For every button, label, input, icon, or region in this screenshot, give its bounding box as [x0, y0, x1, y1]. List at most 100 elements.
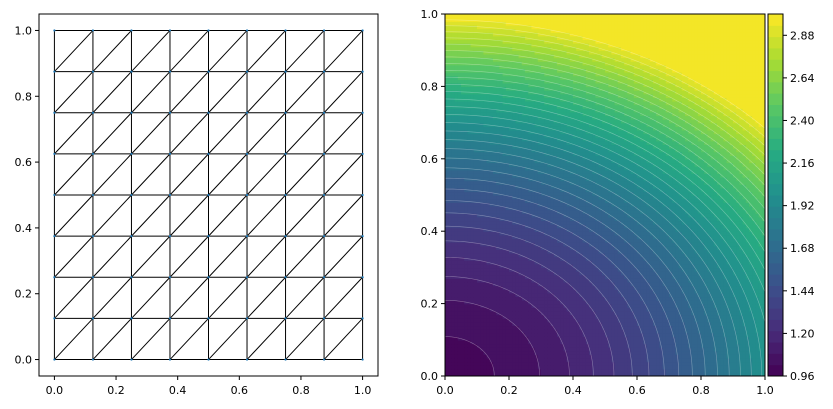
contour-cell: [502, 249, 507, 254]
contour-cell: [451, 42, 456, 48]
contour-cell: [461, 245, 465, 250]
contour-cell: [579, 151, 584, 156]
contour-cell: [512, 28, 517, 33]
contour-cell: [502, 303, 507, 308]
contour-cell: [563, 195, 568, 200]
contour-cell: [518, 71, 523, 77]
contour-cell: [585, 137, 590, 142]
contour-cell: [569, 325, 574, 330]
contour-cell: [489, 339, 494, 345]
contour-cell: [454, 357, 459, 363]
contour-cell: [499, 347, 504, 352]
contour-cell: [557, 303, 561, 308]
contour-cell: [467, 50, 472, 55]
contour-cell: [480, 205, 485, 211]
contour-cell: [493, 166, 497, 171]
contour-cell: [557, 318, 561, 323]
contour-cell: [537, 231, 542, 236]
contour-cell: [457, 176, 462, 182]
contour-cell: [454, 108, 459, 113]
contour-cell: [483, 332, 488, 337]
contour-cell: [592, 249, 597, 254]
contour-cell: [515, 234, 520, 240]
contour-cell: [464, 310, 469, 316]
contour-cell: [595, 111, 600, 117]
contour-cell: [595, 296, 600, 301]
contour-cell: [537, 372, 542, 376]
contour-cell: [496, 14, 501, 19]
contour-cell: [509, 213, 513, 218]
contour-cell: [576, 137, 581, 142]
mesh-node: [91, 276, 95, 279]
contour-cell: [550, 267, 555, 272]
contour-cell: [553, 50, 558, 55]
contour-cell: [566, 278, 571, 283]
contour-cell: [505, 318, 510, 323]
contour-cell: [515, 50, 520, 55]
contour-cell: [480, 202, 485, 207]
contour-cell: [560, 169, 565, 174]
mesh-node: [130, 276, 133, 279]
contour-cell: [595, 158, 600, 164]
contour-cell: [448, 64, 453, 69]
contour-cell: [502, 79, 507, 84]
contour-cell: [576, 144, 581, 149]
contour-cell: [509, 140, 513, 146]
contour-cell: [579, 140, 584, 146]
contour-cell: [505, 100, 510, 106]
contour-cell: [576, 14, 581, 19]
contour-cell: [461, 267, 465, 272]
contour-cell: [592, 126, 597, 131]
contour-cell: [502, 14, 507, 19]
contour-cell: [569, 118, 574, 124]
contour-cell: [467, 372, 472, 376]
contour-cell: [470, 42, 475, 48]
contour-cell: [445, 209, 449, 214]
contour-cell: [454, 249, 459, 254]
contour-cell: [531, 176, 536, 182]
contour-cell: [576, 245, 581, 250]
contour-cell: [553, 281, 558, 287]
contour-cell: [470, 140, 475, 146]
contour-cell: [544, 115, 549, 120]
contour-cell: [563, 202, 568, 207]
contour-cell: [528, 151, 533, 156]
contour-cell: [566, 339, 571, 345]
contour-cell: [557, 64, 561, 69]
contour-cell: [480, 176, 485, 182]
contour-cell: [544, 325, 549, 330]
contour-cell: [547, 332, 552, 337]
contour-cell: [467, 86, 472, 91]
contour-cell: [515, 332, 520, 337]
contour-cell: [515, 289, 520, 294]
contour-cell: [589, 347, 593, 352]
contour-cell: [595, 252, 600, 258]
contour-cell: [528, 100, 533, 106]
contour-cell: [534, 93, 539, 98]
contour-cell: [483, 184, 488, 189]
contour-cell: [585, 53, 590, 59]
contour-cell: [454, 354, 459, 359]
contour-cell: [592, 361, 597, 366]
contour-cell: [505, 147, 510, 153]
mesh-node: [284, 152, 287, 155]
contour-cell: [493, 173, 497, 178]
contour-cell: [457, 238, 462, 243]
contour-cell: [464, 328, 469, 334]
contour-cell: [451, 202, 456, 207]
contour-cell: [544, 289, 549, 294]
contour-cell: [496, 21, 501, 26]
contour-cell: [576, 336, 581, 341]
contour-cell: [550, 231, 555, 236]
contour-cell: [521, 245, 526, 250]
contour-cell: [445, 336, 449, 341]
contour-cell: [525, 245, 529, 250]
contour-cell: [470, 122, 475, 127]
contour-cell: [595, 256, 600, 261]
contour-cell: [557, 213, 561, 218]
contour-cell: [483, 90, 488, 95]
contour-cell: [496, 39, 501, 44]
contour-cell: [569, 90, 574, 95]
contour-cell: [576, 274, 581, 279]
contour-cell: [569, 365, 574, 370]
